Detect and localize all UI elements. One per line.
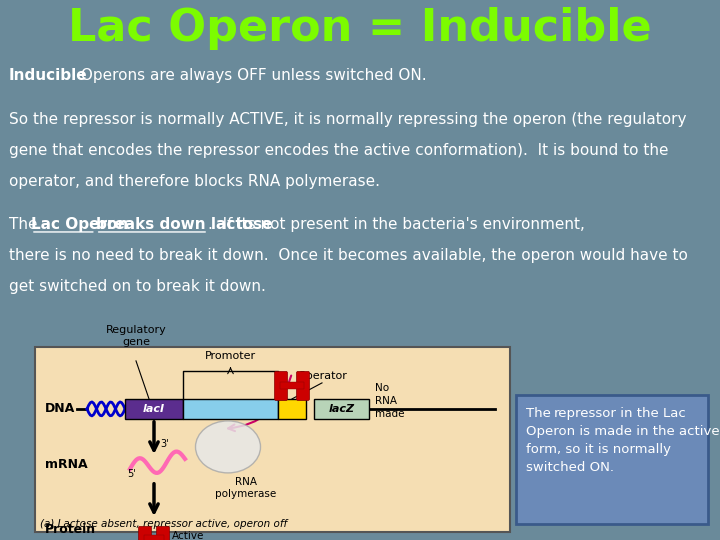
Text: The: The bbox=[526, 407, 555, 420]
Text: switched ON.: switched ON. bbox=[526, 461, 614, 474]
Text: lacZ: lacZ bbox=[328, 404, 354, 414]
Text: The: The bbox=[9, 217, 42, 232]
Text: Operons are always OFF unless switched ON.: Operons are always OFF unless switched O… bbox=[76, 69, 426, 84]
FancyBboxPatch shape bbox=[274, 372, 287, 400]
Text: Active
repressor: Active repressor bbox=[172, 531, 221, 540]
FancyBboxPatch shape bbox=[125, 399, 183, 419]
Text: DNA: DNA bbox=[45, 402, 76, 415]
Text: 5': 5' bbox=[127, 469, 136, 479]
Text: mRNA: mRNA bbox=[45, 458, 88, 471]
FancyBboxPatch shape bbox=[144, 535, 164, 540]
Text: Lac Operon: Lac Operon bbox=[31, 217, 133, 232]
Text: No
RNA
made: No RNA made bbox=[375, 383, 405, 419]
Text: Regulatory
gene: Regulatory gene bbox=[106, 325, 166, 347]
Text: Operon is made in the active: Operon is made in the active bbox=[526, 425, 719, 438]
Text: lacI: lacI bbox=[143, 404, 165, 414]
Text: Inducible: Inducible bbox=[9, 69, 87, 84]
Text: 3': 3' bbox=[160, 439, 168, 449]
Text: So the repressor is normally ACTIVE, it is normally repressing the operon (the r: So the repressor is normally ACTIVE, it … bbox=[9, 112, 686, 127]
Text: form, so it is normally: form, so it is normally bbox=[526, 443, 671, 456]
Text: there is no need to break it down.  Once it becomes available, the operon would : there is no need to break it down. Once … bbox=[9, 248, 688, 263]
FancyBboxPatch shape bbox=[183, 399, 278, 419]
Text: (a) Lactose absent, repressor active, operon off: (a) Lactose absent, repressor active, op… bbox=[40, 519, 287, 529]
Text: .  If its not present in the bacteria's environment,: . If its not present in the bacteria's e… bbox=[208, 217, 585, 232]
FancyBboxPatch shape bbox=[138, 526, 151, 540]
FancyBboxPatch shape bbox=[516, 395, 708, 524]
Text: operator, and therefore blocks RNA polymerase.: operator, and therefore blocks RNA polym… bbox=[9, 174, 379, 189]
Ellipse shape bbox=[196, 421, 261, 473]
FancyBboxPatch shape bbox=[156, 526, 169, 540]
FancyBboxPatch shape bbox=[314, 399, 369, 419]
Text: gene that encodes the repressor encodes the active conformation).  It is bound t: gene that encodes the repressor encodes … bbox=[9, 143, 668, 158]
Text: get switched on to break it down.: get switched on to break it down. bbox=[9, 279, 266, 294]
Text: RNA
polymerase: RNA polymerase bbox=[215, 477, 276, 500]
Text: Protein: Protein bbox=[45, 523, 96, 536]
FancyBboxPatch shape bbox=[35, 347, 510, 532]
FancyBboxPatch shape bbox=[297, 372, 310, 400]
Text: repressor: repressor bbox=[554, 407, 617, 420]
Text: Lac Operon = Inducible: Lac Operon = Inducible bbox=[68, 7, 652, 50]
Text: Operator: Operator bbox=[297, 371, 347, 381]
Text: Promoter: Promoter bbox=[205, 351, 256, 361]
FancyBboxPatch shape bbox=[278, 399, 306, 419]
Text: in the Lac: in the Lac bbox=[616, 407, 685, 420]
FancyBboxPatch shape bbox=[280, 382, 304, 389]
Text: breaks down lactose: breaks down lactose bbox=[96, 217, 272, 232]
